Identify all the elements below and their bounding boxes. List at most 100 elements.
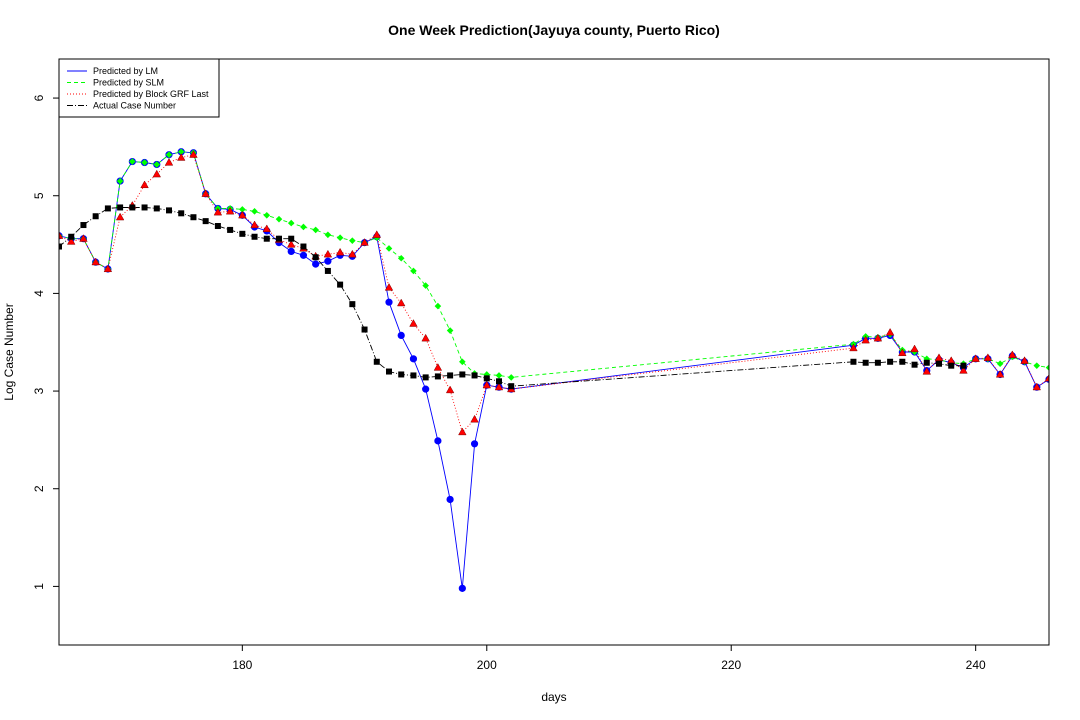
data-point <box>971 354 980 362</box>
data-point <box>983 353 993 361</box>
data-point <box>117 204 124 211</box>
data-point <box>922 367 932 375</box>
data-point <box>923 359 930 366</box>
data-point <box>286 240 296 248</box>
data-point <box>312 226 319 234</box>
data-point <box>190 214 197 221</box>
series-markers-2 <box>59 150 1049 436</box>
data-point <box>59 243 62 250</box>
data-point <box>445 385 455 394</box>
data-point <box>459 371 466 378</box>
x-axis: 180 200 220 240 <box>232 645 986 672</box>
data-point <box>166 207 172 214</box>
data-point <box>494 382 504 391</box>
data-point <box>386 368 392 375</box>
data-point <box>458 584 466 592</box>
data-point <box>396 298 406 307</box>
data-point <box>225 206 235 215</box>
data-point <box>948 362 955 369</box>
data-point <box>482 380 492 389</box>
data-point <box>299 251 308 259</box>
data-point <box>373 358 380 365</box>
legend-label-1: Predicted by SLM <box>93 78 164 88</box>
y-axis: 1 2 3 4 5 6 <box>32 94 59 590</box>
data-point <box>115 212 125 221</box>
y-tick-label: 1 <box>32 583 46 590</box>
data-point <box>849 343 858 352</box>
data-point <box>898 348 907 357</box>
data-point <box>483 375 490 382</box>
y-axis-label: Log Case Number <box>2 303 16 400</box>
data-point <box>1032 382 1042 391</box>
data-point <box>104 205 111 212</box>
y-tick-label: 6 <box>32 94 46 101</box>
data-point <box>459 358 466 366</box>
data-point <box>165 151 173 159</box>
data-point <box>177 148 185 156</box>
data-point <box>336 234 344 242</box>
data-point <box>189 150 198 158</box>
data-point <box>263 211 271 219</box>
data-point <box>874 359 881 366</box>
data-point <box>214 223 221 230</box>
y-tick-label: 2 <box>32 485 46 492</box>
data-point <box>960 362 967 369</box>
data-point <box>447 372 454 379</box>
data-point <box>335 247 345 256</box>
data-point <box>324 231 332 239</box>
x-tick-label: 220 <box>721 658 741 672</box>
data-point <box>409 319 418 327</box>
data-point <box>91 257 100 266</box>
data-point <box>421 333 430 342</box>
data-point <box>398 371 405 378</box>
data-point <box>861 335 870 344</box>
data-point <box>862 359 869 366</box>
chart-title: One Week Prediction(Jayuya county, Puert… <box>388 22 720 38</box>
data-point <box>446 495 454 504</box>
data-point <box>201 189 210 197</box>
data-point <box>850 358 857 365</box>
data-point <box>995 369 1005 378</box>
data-point <box>337 281 344 288</box>
data-point <box>103 264 113 273</box>
data-point <box>433 363 443 371</box>
data-point <box>1045 364 1049 371</box>
data-point <box>129 158 136 165</box>
data-point <box>936 360 942 367</box>
data-point <box>116 177 124 185</box>
data-point <box>349 301 356 308</box>
data-point <box>507 374 515 381</box>
data-point <box>410 267 417 275</box>
x-axis-label: days <box>541 690 566 704</box>
data-point <box>887 358 894 365</box>
data-point <box>446 327 454 334</box>
data-point <box>361 326 368 333</box>
data-point <box>471 372 478 379</box>
y-tick-label: 5 <box>32 192 46 199</box>
data-point <box>141 159 148 166</box>
data-point <box>959 366 968 374</box>
data-point <box>409 355 418 363</box>
data-point <box>911 361 918 368</box>
data-point <box>397 331 405 339</box>
data-point <box>360 238 369 246</box>
data-point <box>434 437 442 445</box>
data-point <box>1044 373 1049 382</box>
data-point <box>239 206 246 213</box>
y-tick-label: 3 <box>32 387 46 394</box>
data-point <box>324 257 332 265</box>
data-point <box>385 298 393 306</box>
data-point <box>397 254 405 262</box>
legend-label-2: Predicted by Block GRF Last <box>93 89 209 99</box>
data-point <box>324 267 331 274</box>
data-point <box>470 414 479 423</box>
legend: Predicted by LM Predicted by SLMPredicted… <box>58 58 220 118</box>
x-tick-label: 180 <box>232 658 252 672</box>
data-point <box>349 237 356 244</box>
data-point <box>262 224 272 232</box>
data-point <box>996 360 1004 368</box>
legend-box <box>58 58 220 118</box>
plot-frame <box>58 58 1050 646</box>
data-point <box>276 235 282 242</box>
data-point <box>385 245 393 252</box>
